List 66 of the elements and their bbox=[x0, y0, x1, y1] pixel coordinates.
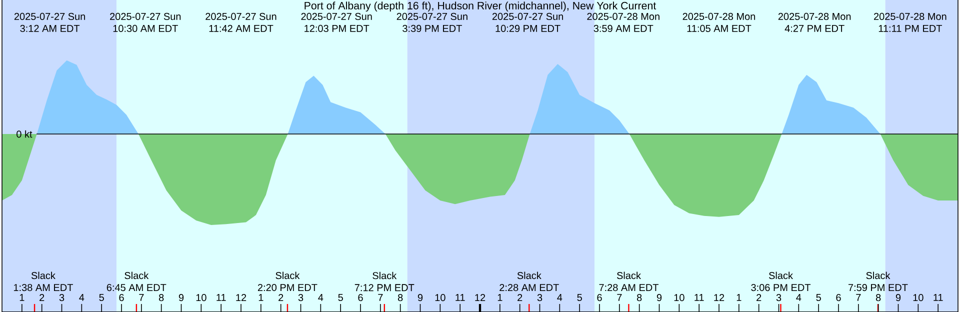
x-tick-label: 5 bbox=[577, 294, 582, 302]
ref-line-label: Slack 2:20 PM EDT bbox=[258, 272, 318, 292]
x-tick-label: 6 bbox=[358, 294, 363, 302]
x-tick-label: 1 bbox=[258, 294, 264, 301]
text: 2025-07-27 Sun 10:29 PM EDT bbox=[492, 12, 563, 32]
text: 2025-07-27 Sun 10:30 AM EDT bbox=[110, 12, 181, 32]
x-tick-label: 10 bbox=[913, 294, 924, 302]
ref-line-label: Slack 6:45 AM EDT bbox=[106, 272, 166, 292]
x-tick-label: 6 bbox=[119, 294, 124, 302]
ref-line-label: Slack 7:59 PM EDT bbox=[848, 272, 908, 292]
text: 2025-07-28 Mon 11:05 AM EDT bbox=[682, 12, 756, 32]
x-tick-label: 6 bbox=[597, 294, 602, 302]
x-tick-label: 4 bbox=[79, 294, 84, 301]
text: 2025-07-27 Sun 3:39 PM EDT bbox=[396, 12, 468, 32]
x-tick-label: 3 bbox=[776, 294, 782, 302]
x-tick-label: 8 bbox=[876, 294, 881, 302]
x-tick-label: 9 bbox=[418, 294, 423, 302]
text: 2025-07-28 Mon 11:11 PM EDT bbox=[874, 12, 946, 32]
x-tick-label: 12 bbox=[714, 294, 724, 302]
x-tick-label: 12 bbox=[475, 294, 486, 302]
x-tick-label: 11 bbox=[456, 294, 465, 301]
x-tick-label: 11 bbox=[216, 294, 226, 301]
x-tick-label: 11 bbox=[934, 294, 943, 301]
x-tick-label: 8 bbox=[636, 294, 642, 302]
x-tick-label: 10 bbox=[196, 294, 206, 302]
x-tick-label: 7 bbox=[617, 294, 622, 301]
x-tick-label: 10 bbox=[435, 294, 446, 302]
x-tick-label: 8 bbox=[398, 294, 403, 302]
ref-line-label: Slack 7:12 PM EDT bbox=[354, 272, 414, 292]
x-tick-label: 2 bbox=[756, 294, 762, 302]
x-tick-label: 5 bbox=[338, 294, 343, 302]
x-tick-label: 5 bbox=[99, 294, 104, 302]
text: 2025-07-28 Mon 3:59 AM EDT bbox=[587, 12, 660, 32]
x-tick-label: 1 bbox=[736, 294, 742, 301]
x-tick-label: 12 bbox=[236, 294, 246, 302]
x-tick-label: 7 bbox=[378, 294, 383, 301]
text: 2025-07-27 Sun 12:03 PM EDT bbox=[301, 12, 372, 32]
x-tick-label: 2 bbox=[278, 294, 284, 302]
x-tick-label: 7 bbox=[139, 294, 144, 301]
x-tick-label: 8 bbox=[159, 294, 164, 302]
x-tick-label: 3 bbox=[298, 294, 304, 302]
text: 2025-07-27 Sun 3:12 AM EDT bbox=[14, 12, 85, 32]
x-tick-label: 6 bbox=[836, 294, 841, 302]
x-tick-label: 3 bbox=[59, 294, 64, 302]
x-tick-label: 1 bbox=[20, 294, 24, 301]
ref-line-label: Slack 1:38 AM EDT bbox=[14, 272, 73, 292]
ref-line-label: Slack 7:28 AM EDT bbox=[599, 272, 659, 292]
x-tick-label: 9 bbox=[896, 294, 901, 302]
x-tick-label: 4 bbox=[796, 294, 802, 301]
x-tick-label: 4 bbox=[557, 294, 562, 301]
text: 2025-07-28 Mon 4:27 PM EDT bbox=[778, 12, 851, 32]
x-tick-label: 3 bbox=[537, 294, 542, 302]
x-tick-label: 9 bbox=[178, 294, 184, 302]
x-tick-label: 5 bbox=[816, 294, 821, 302]
x-tick-label: 1 bbox=[498, 294, 502, 301]
chart-title: Port of Albany (depth 16 ft), Hudson River (midchannel), New York Current bbox=[304, 2, 656, 12]
x-tick-label: 9 bbox=[656, 294, 662, 302]
x-tick-label: 10 bbox=[674, 294, 684, 302]
x-tick-label: 2 bbox=[518, 294, 522, 302]
x-tick-label: 2 bbox=[40, 294, 44, 302]
x-tick-label: 11 bbox=[694, 294, 704, 301]
text: 2025-07-27 Sun 11:42 AM EDT bbox=[206, 12, 276, 32]
x-tick-label: 7 bbox=[856, 294, 861, 301]
ref-line-label: Slack 2:28 AM EDT bbox=[500, 272, 559, 292]
x-tick-label: 4 bbox=[318, 294, 324, 301]
ref-line-label: Slack 3:06 PM EDT bbox=[751, 272, 811, 292]
